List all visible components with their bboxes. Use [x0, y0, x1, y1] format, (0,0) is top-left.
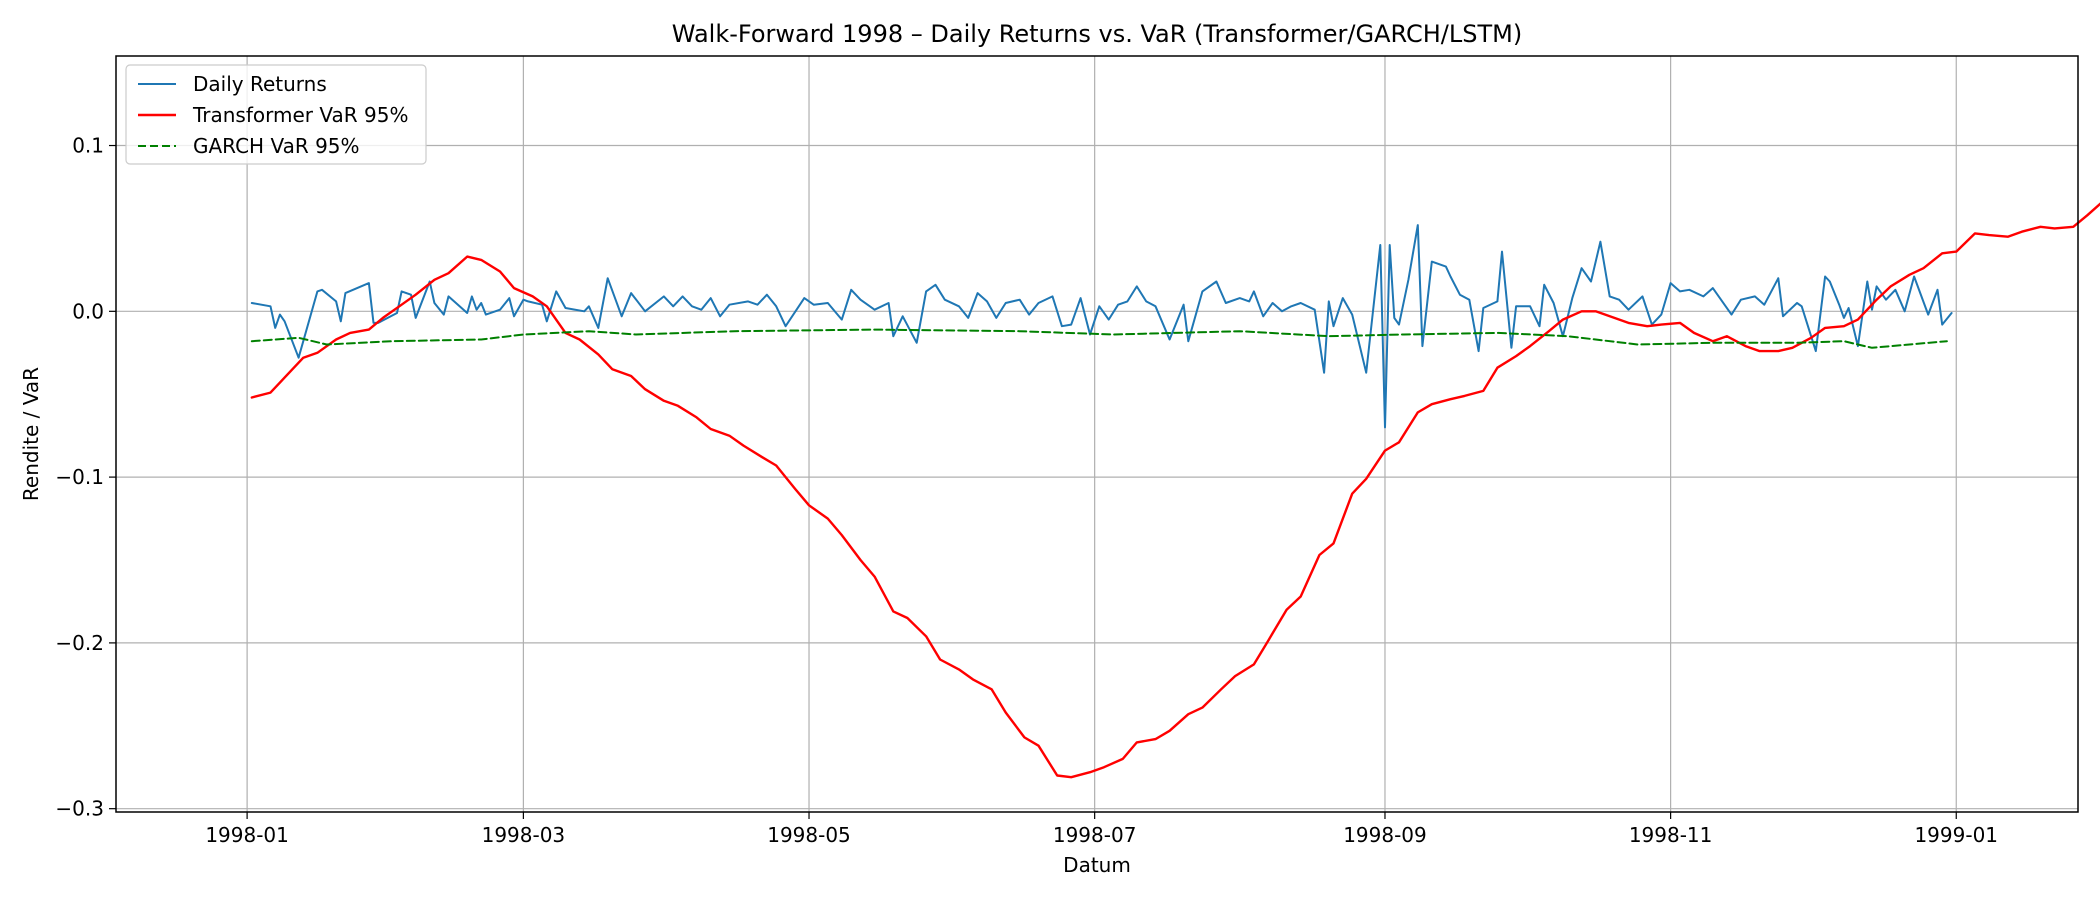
- y-tick-label: −0.2: [55, 631, 104, 655]
- y-tick-label: 0.1: [72, 134, 104, 158]
- grid-lines: [116, 56, 2078, 812]
- plot-frame: [115, 55, 2079, 813]
- series-line-transformer-var-95: [250, 202, 2100, 779]
- x-axis: 1998-01 1998-03 1998-05 1998-07 1998-09 1998-…: [205, 812, 1998, 847]
- x-tick-label: 1998-03: [482, 823, 566, 847]
- legend-entry: Daily Returns: [193, 72, 327, 96]
- series-line-garch-var-95: [250, 328, 1948, 349]
- x-tick-label: 1998-07: [1053, 823, 1137, 847]
- x-tick-label: 1999-01: [1914, 823, 1998, 847]
- y-tick-label: 0.0: [72, 299, 104, 323]
- y-tick-label: −0.1: [55, 465, 104, 489]
- y-axis: 0.1 0.0 −0.1 −0.2 −0.3: [55, 134, 116, 821]
- x-tick-label: 1998-09: [1343, 823, 1427, 847]
- legend-entry: GARCH VaR 95%: [193, 134, 360, 158]
- y-axis-label: Rendite / VaR: [19, 367, 43, 501]
- x-tick-label: 1998-05: [767, 823, 851, 847]
- legend: Daily Returns Transformer VaR 95% GARCH Va…: [125, 64, 427, 165]
- y-tick-label: −0.3: [55, 797, 104, 821]
- legend-box: [125, 64, 427, 165]
- x-tick-label: 1998-01: [205, 823, 289, 847]
- chart-title: Walk-Forward 1998 – Daily Returns vs. Va…: [672, 20, 1522, 48]
- series-line-daily-returns: [250, 224, 1953, 429]
- legend-entry: Transformer VaR 95%: [192, 103, 408, 127]
- x-axis-label: Datum: [1063, 853, 1131, 877]
- x-tick-label: 1998-11: [1629, 823, 1713, 847]
- series-lines: [250, 202, 2100, 779]
